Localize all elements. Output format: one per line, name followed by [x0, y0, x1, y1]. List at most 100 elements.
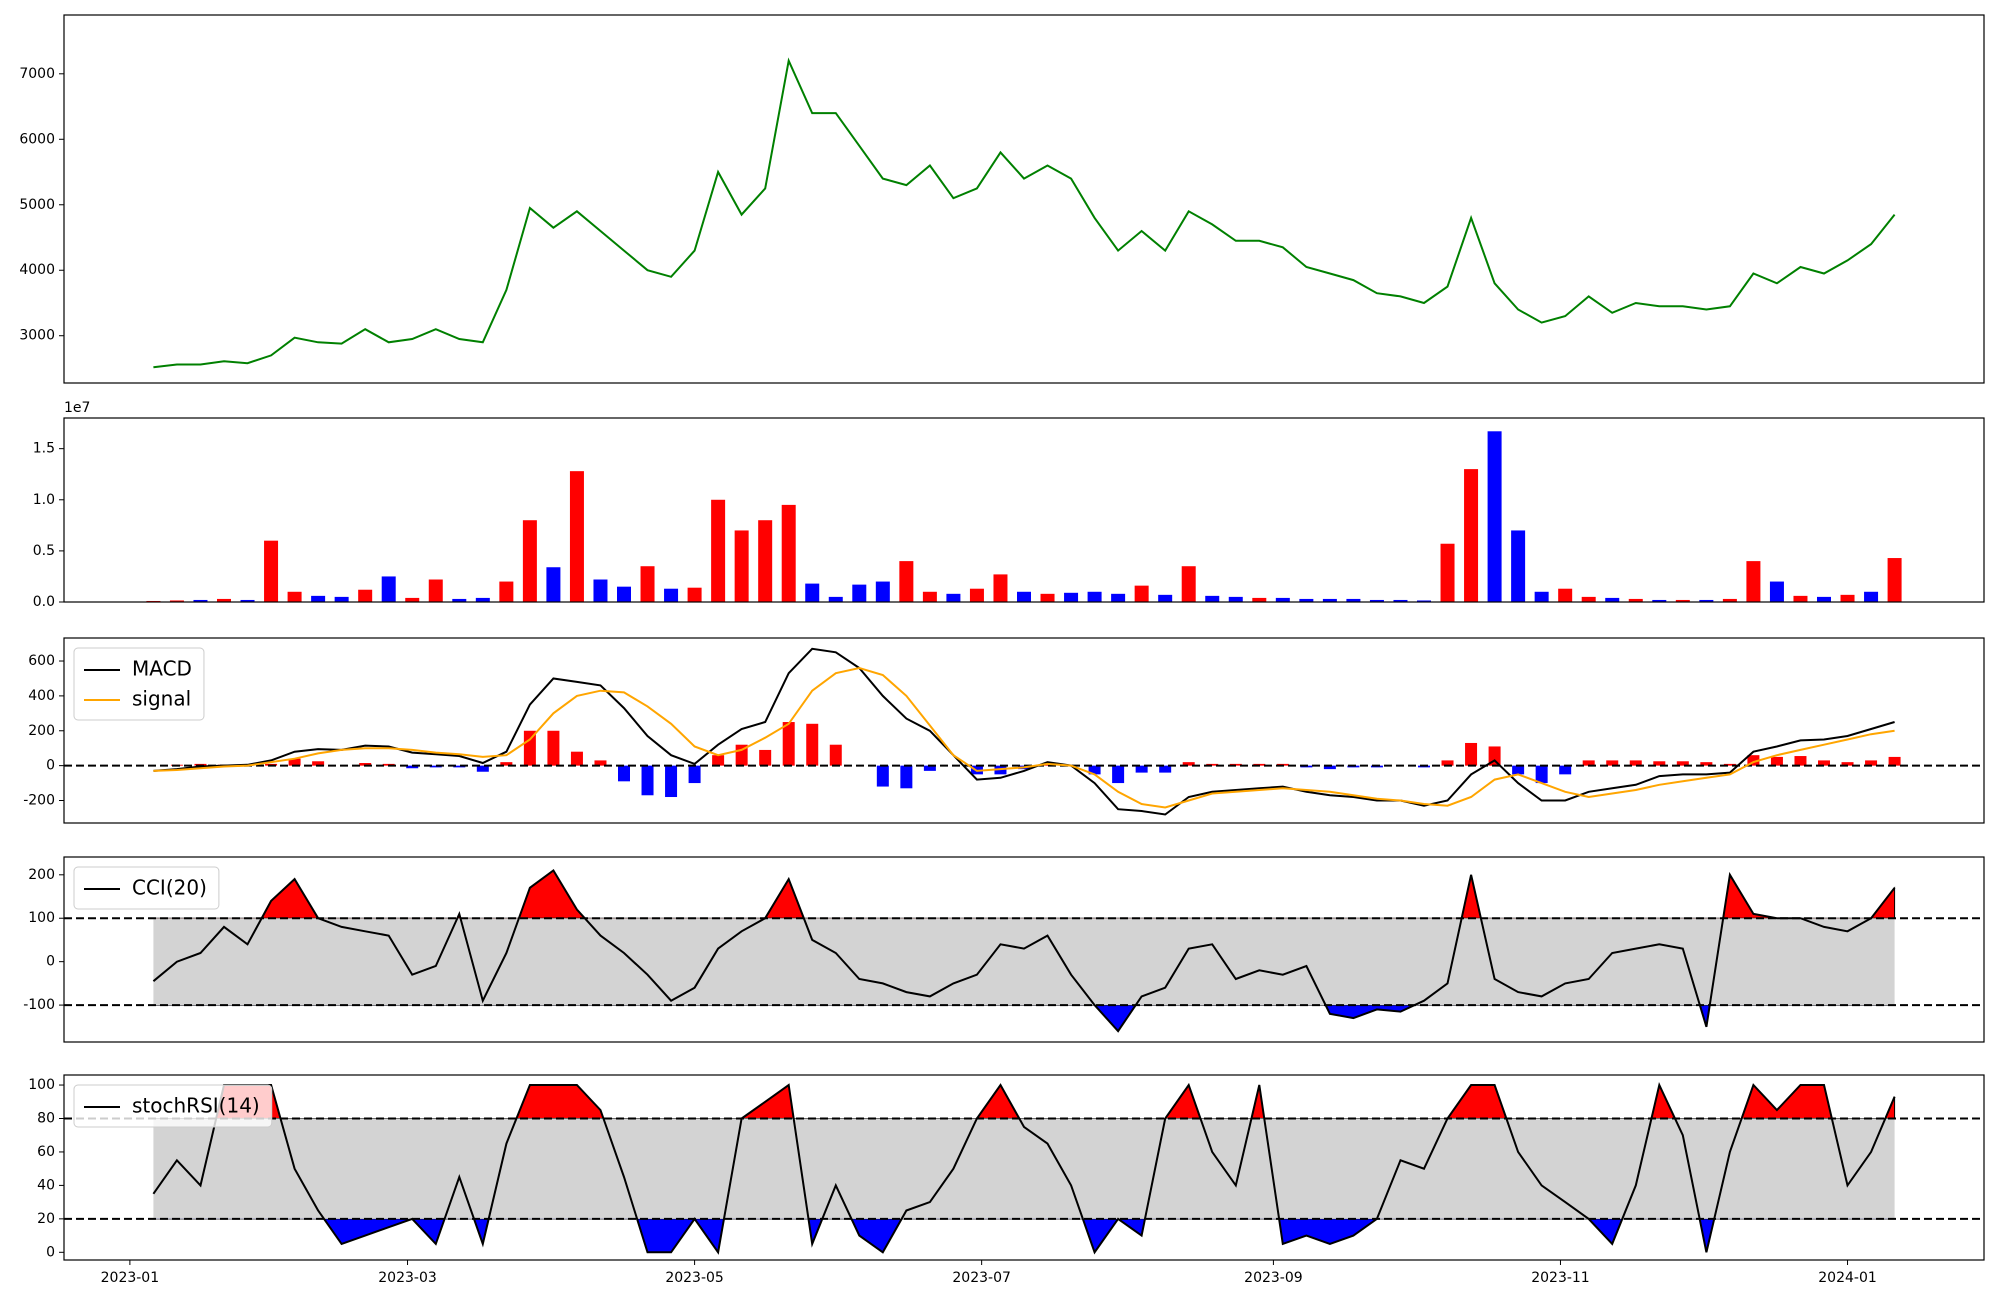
histogram-bar — [288, 758, 301, 766]
volume-bar — [1652, 599, 1667, 602]
volume-bar — [758, 520, 773, 602]
histogram-bar — [476, 765, 489, 772]
histogram-bar — [759, 749, 772, 766]
y-tick-label: 1.0 — [33, 492, 55, 508]
volume-bar — [264, 540, 279, 602]
volume-bar — [1322, 598, 1337, 602]
y-tick-label: 0 — [46, 1244, 55, 1260]
histogram-bar — [1206, 763, 1219, 766]
histogram-bar — [876, 765, 889, 787]
histogram-bar — [1818, 760, 1830, 766]
histogram-bar — [1629, 760, 1642, 766]
volume-bar — [1840, 594, 1855, 602]
histogram-bar — [359, 763, 372, 766]
histogram-bar — [1888, 756, 1901, 766]
histogram-bar — [594, 760, 607, 766]
histogram-bar — [453, 765, 466, 768]
histogram-bar — [1535, 765, 1548, 784]
y-tick-label: 200 — [28, 867, 55, 883]
volume-bar — [1581, 596, 1596, 602]
legend: stochRSI(14) — [73, 1084, 273, 1128]
volume-bar — [1181, 566, 1196, 602]
volume-bar — [1158, 594, 1173, 602]
volume-bar — [922, 591, 937, 602]
histogram-bar — [547, 730, 560, 766]
legend-label: stochRSI(14) — [132, 1094, 260, 1118]
indicator-line — [152, 869, 1896, 1033]
legend: CCI(20) — [73, 866, 220, 910]
neutral-band — [153, 918, 1895, 1006]
volume-bar — [1205, 595, 1220, 602]
legend-box — [73, 866, 220, 910]
y-tick-label: 1.5 — [33, 441, 55, 457]
legend-label: signal — [132, 687, 191, 711]
histogram-bar — [618, 765, 630, 782]
volume-bar — [1558, 588, 1573, 602]
histogram-bar — [1747, 755, 1760, 766]
volume-bar — [1675, 599, 1690, 602]
price-line — [153, 57, 1896, 369]
volume-bar — [1793, 595, 1808, 602]
histogram-bar — [782, 722, 795, 766]
volume-bar — [428, 579, 443, 602]
volume-bar — [1605, 597, 1620, 602]
volume-bar — [452, 598, 467, 602]
volume-bar — [1887, 558, 1902, 602]
volume-bar — [1346, 598, 1361, 602]
histogram-bar — [1841, 762, 1854, 766]
histogram-bar — [1112, 765, 1125, 784]
legend-box — [73, 1084, 273, 1128]
histogram-bar — [1582, 760, 1595, 766]
histogram-bar — [1676, 761, 1689, 766]
volume-bar — [1252, 597, 1267, 602]
y-tick-label: 6000 — [19, 131, 55, 147]
volume-bar — [946, 593, 961, 602]
volume-bar — [1417, 600, 1431, 602]
volume-bar — [1134, 585, 1149, 602]
volume-bar — [899, 561, 914, 602]
volume-bar — [1487, 431, 1502, 602]
volume-bar — [1817, 596, 1831, 602]
y-tick-label: 600 — [28, 653, 55, 669]
y-tick-label: 0.0 — [33, 594, 55, 610]
histogram-bar — [1465, 742, 1478, 766]
volume-bar — [1769, 581, 1784, 602]
volume-bar — [640, 566, 655, 602]
volume-bar — [569, 471, 584, 602]
histogram-bar — [829, 744, 842, 766]
volume-bar — [711, 499, 726, 602]
x-tick-label: 2023-01 — [101, 1270, 160, 1286]
histogram-bar — [1770, 756, 1783, 766]
volume-bar — [1534, 591, 1549, 602]
histogram-bar — [1159, 765, 1172, 773]
volume-bar — [852, 584, 867, 602]
x-tick-label: 2023-09 — [1244, 1270, 1303, 1286]
indicator-line — [152, 1081, 1896, 1255]
panel-frame — [63, 14, 1985, 384]
volume-bar — [1722, 598, 1737, 602]
volume-bar — [1017, 591, 1031, 602]
histogram-bar — [1135, 765, 1148, 773]
volume-bar — [381, 576, 396, 602]
histogram-bar — [1723, 763, 1736, 766]
indicator-line — [153, 666, 1895, 809]
offset-text: 1e7 — [64, 400, 90, 416]
panel-frame — [63, 637, 1985, 824]
y-tick-label: 100 — [28, 910, 55, 926]
histogram-bar — [500, 762, 513, 766]
legend-box — [73, 647, 205, 721]
volume-bar — [1299, 598, 1314, 602]
histogram-bar — [1512, 765, 1525, 775]
volume-bar — [1440, 543, 1455, 602]
y-tick-label: -200 — [23, 793, 55, 809]
volume-bar — [217, 598, 231, 602]
volume-bar — [1087, 591, 1102, 602]
panel-frame — [63, 856, 1985, 1043]
volume-bar — [546, 567, 561, 602]
volume-bar — [475, 597, 490, 602]
volume-bar — [240, 599, 255, 602]
volume-bar — [875, 581, 890, 602]
volume-bar — [1393, 599, 1408, 602]
y-tick-label: 5000 — [19, 197, 55, 213]
histogram-bar — [688, 765, 701, 784]
